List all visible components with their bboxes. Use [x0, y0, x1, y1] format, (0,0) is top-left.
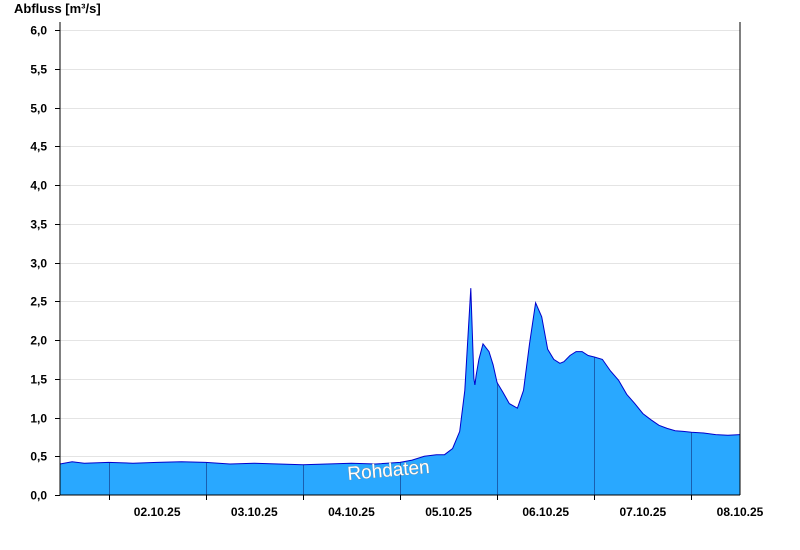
discharge-line: [59, 288, 741, 466]
x-tick-label: 03.10.25: [231, 505, 278, 519]
x-tick-label: 07.10.25: [619, 505, 666, 519]
y-tick-label: 5,0: [30, 102, 47, 116]
y-tick-label: 2,0: [30, 334, 47, 348]
x-tick-label: 05.10.25: [425, 505, 472, 519]
y-tick-label: 0,0: [30, 489, 47, 503]
x-tick-label: 06.10.25: [522, 505, 569, 519]
y-tick-label: 2,5: [30, 295, 47, 309]
y-tick-label: 1,5: [30, 373, 47, 387]
y-axis-label: Abfluss [m³/s]: [14, 1, 101, 16]
y-tick-label: 0,5: [30, 450, 47, 464]
y-tick-label: 6,0: [30, 24, 47, 38]
x-tick-label: 04.10.25: [328, 505, 375, 519]
y-tick-label: 4,5: [30, 140, 47, 154]
x-tick-label: 02.10.25: [134, 505, 181, 519]
y-tick-label: 5,5: [30, 63, 47, 77]
y-tick-label: 3,0: [30, 257, 47, 271]
y-ticks: 0,0 0,5 1,0 1,5 2,0 2,5 3,0 3,5 4,0 4,5 5,0 5,5 6,0: [30, 24, 60, 503]
grid-lines: [60, 30, 740, 457]
y-tick-label: 3,5: [30, 218, 47, 232]
discharge-area: [60, 288, 740, 495]
y-tick-label: 1,0: [30, 412, 47, 426]
x-ticks: 02.10.25 03.10.25 04.10.25 05.10.25 06.10.25…: [109, 495, 764, 519]
day-boundary-lines: [109, 357, 692, 495]
x-tick-label: 08.10.25: [717, 505, 764, 519]
y-tick-label: 4,0: [30, 179, 47, 193]
